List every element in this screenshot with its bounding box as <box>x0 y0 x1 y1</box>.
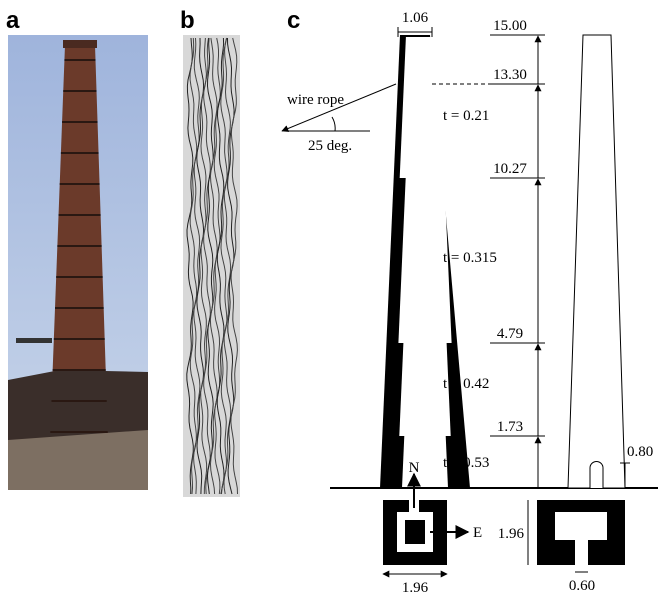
rope-label: wire rope <box>287 92 344 108</box>
panel-label: c <box>287 7 300 34</box>
dimension-label: 1.96 <box>498 526 525 542</box>
angle-arc <box>331 116 336 132</box>
trace <box>196 37 205 495</box>
hollow-section <box>399 37 451 178</box>
thickness-label: t = 0.53 <box>443 455 489 471</box>
chimney-hollow <box>398 37 452 488</box>
trace <box>213 37 221 495</box>
photo <box>8 35 148 490</box>
trace <box>230 37 238 495</box>
trace <box>216 37 225 495</box>
plan-hollow <box>397 512 433 552</box>
height-dimensions: 15.00 13.30 10.27 4.79 1.73 <box>490 18 545 488</box>
trace <box>223 37 232 495</box>
plan-hollow <box>555 512 607 565</box>
thickness-label: t = 0.42 <box>443 376 489 392</box>
trace <box>186 37 194 495</box>
height-label: 15.00 <box>493 18 527 34</box>
hollow-section <box>398 178 452 343</box>
angle-label: 25 deg. <box>308 138 352 154</box>
trace <box>193 37 201 495</box>
trace <box>189 37 198 495</box>
chimney-bands <box>50 59 108 433</box>
trace <box>220 37 228 495</box>
hollow-section <box>399 343 451 436</box>
height-label: 1.73 <box>497 419 523 435</box>
compass-label: N <box>409 460 420 476</box>
panel-label: b <box>180 7 195 34</box>
thickness-label: t = 0.315 <box>443 250 497 266</box>
door-opening <box>589 461 604 488</box>
panel-label: a <box>6 7 20 34</box>
trace <box>200 37 208 495</box>
dimension-label: 0.80 <box>627 444 653 460</box>
height-label: 4.79 <box>497 326 523 342</box>
thickness-label: t = 0.21 <box>443 108 489 124</box>
compass-label: E <box>473 525 482 541</box>
trace <box>203 37 211 495</box>
wire-rope <box>281 83 397 132</box>
height-label: 10.27 <box>493 161 527 177</box>
dimension-label: 0.60 <box>569 578 595 594</box>
record-traces <box>186 37 238 495</box>
dimension-label: 1.96 <box>402 580 429 596</box>
dimension-label: 1.06 <box>402 10 429 26</box>
chimney-outline <box>567 34 626 489</box>
trace <box>206 37 214 495</box>
height-label: 13.30 <box>493 67 527 83</box>
